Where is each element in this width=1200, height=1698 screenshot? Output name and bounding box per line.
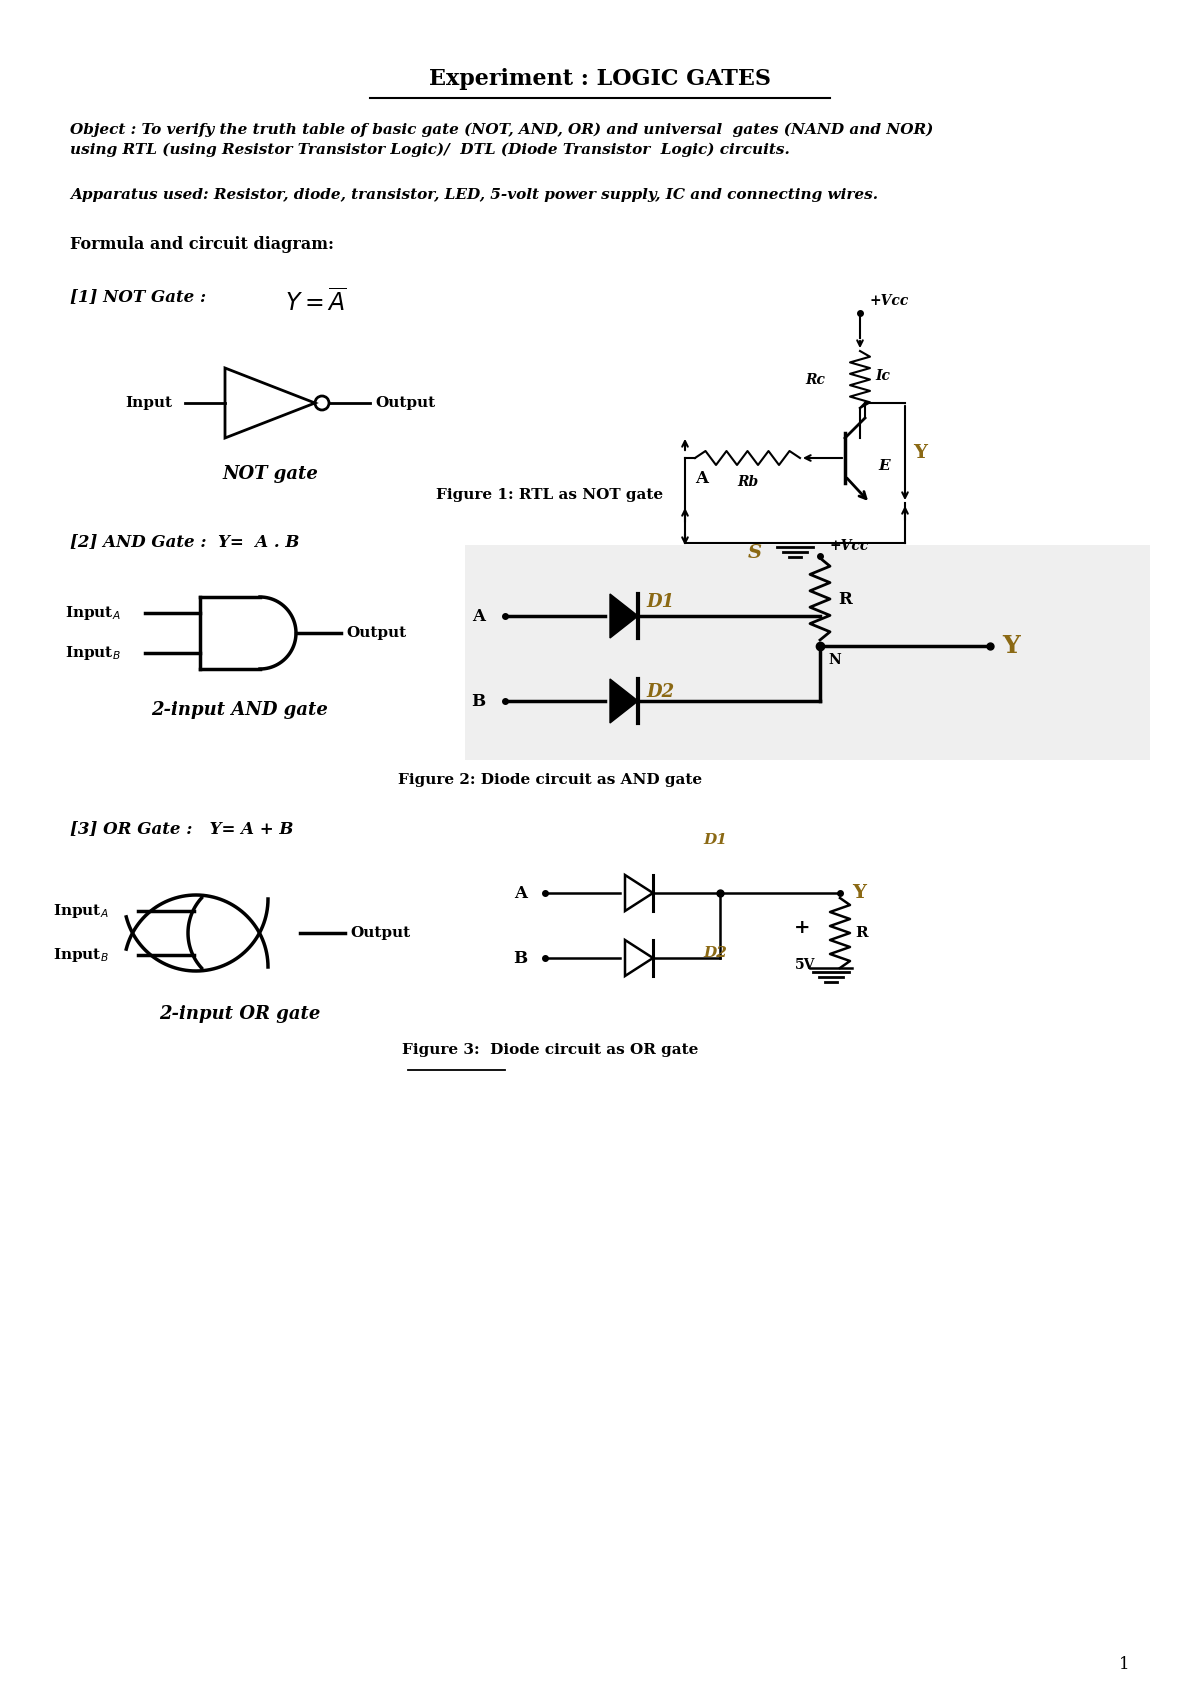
Text: Y: Y (1002, 633, 1020, 659)
Text: B: B (512, 949, 527, 966)
Text: A: A (695, 470, 708, 487)
Text: +: + (793, 919, 810, 937)
Text: 5V: 5V (794, 958, 815, 971)
Text: Output: Output (374, 396, 436, 409)
Text: Output: Output (350, 925, 410, 941)
Text: Apparatus used: Resistor, diode, transistor, LED, 5-volt power supply, IC and co: Apparatus used: Resistor, diode, transis… (70, 188, 878, 202)
Text: A: A (472, 608, 485, 625)
Text: Rb: Rb (737, 475, 758, 489)
Text: $Y = \overline{A}$: $Y = \overline{A}$ (286, 289, 347, 316)
Text: Input$_B$: Input$_B$ (65, 644, 121, 662)
Text: D2: D2 (646, 683, 674, 701)
Text: D2: D2 (703, 946, 727, 959)
Text: B: B (470, 693, 485, 710)
Text: Ic: Ic (875, 368, 890, 382)
Text: Output: Output (346, 627, 406, 640)
Text: [2] AND Gate :  Y=  A . B: [2] AND Gate : Y= A . B (70, 533, 299, 550)
Text: Figure 1: RTL as NOT gate: Figure 1: RTL as NOT gate (437, 487, 664, 503)
Text: Figure 3:  Diode circuit as OR gate: Figure 3: Diode circuit as OR gate (402, 1043, 698, 1056)
Text: +Vcc: +Vcc (830, 538, 869, 554)
Text: R: R (838, 591, 852, 608)
Text: Input$_A$: Input$_A$ (65, 604, 121, 621)
Text: Input$_A$: Input$_A$ (53, 902, 109, 920)
Text: Formula and circuit diagram:: Formula and circuit diagram: (70, 236, 334, 253)
Text: [3] OR Gate :   Y= A + B: [3] OR Gate : Y= A + B (70, 820, 293, 837)
Text: D1: D1 (646, 593, 674, 611)
Text: N: N (828, 654, 841, 667)
Polygon shape (610, 679, 638, 723)
Text: Figure 2: Diode circuit as AND gate: Figure 2: Diode circuit as AND gate (398, 773, 702, 786)
Text: E: E (878, 458, 889, 474)
Text: Object : To verify the truth table of basic gate (NOT, AND, OR) and universal  g: Object : To verify the truth table of ba… (70, 122, 934, 158)
Text: Y: Y (852, 885, 866, 902)
Text: 2-input OR gate: 2-input OR gate (160, 1005, 320, 1022)
Text: D1: D1 (703, 834, 727, 847)
Text: S: S (748, 543, 762, 562)
Text: Y: Y (913, 443, 926, 462)
Text: Input$_B$: Input$_B$ (53, 946, 109, 964)
Text: Input: Input (125, 396, 172, 409)
FancyBboxPatch shape (466, 545, 1150, 761)
Text: A: A (514, 885, 527, 902)
Polygon shape (610, 594, 638, 638)
Text: Experiment : LOGIC GATES: Experiment : LOGIC GATES (430, 68, 772, 90)
Text: 1: 1 (1120, 1656, 1130, 1673)
Text: Rc: Rc (805, 372, 826, 387)
Text: R: R (856, 925, 868, 941)
Text: NOT gate: NOT gate (222, 465, 318, 482)
Text: 2-input AND gate: 2-input AND gate (151, 701, 329, 718)
Text: +Vcc: +Vcc (870, 294, 910, 307)
Text: [1] NOT Gate :: [1] NOT Gate : (70, 289, 212, 306)
